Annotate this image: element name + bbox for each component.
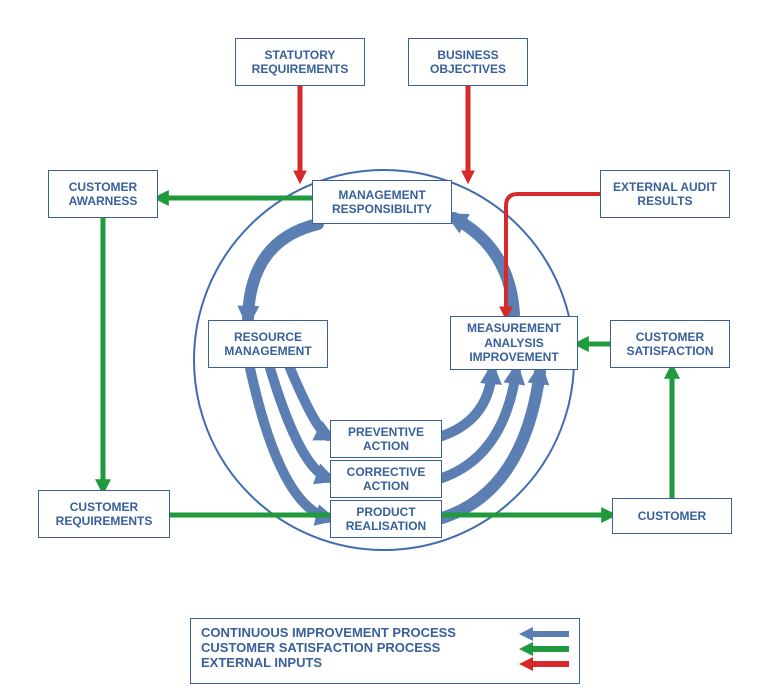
node-cust_sat: CUSTOMERSATISFACTION bbox=[610, 320, 730, 368]
node-resource: RESOURCEMANAGEMENT bbox=[208, 320, 328, 368]
node-label-ext_audit: EXTERNAL AUDITRESULTS bbox=[613, 180, 717, 209]
qms-diagram: STATUTORYREQUIREMENTS BUSINESSOBJECTIVES C… bbox=[0, 0, 768, 700]
node-customer: CUSTOMER bbox=[612, 498, 732, 534]
node-label-product: PRODUCTREALISATION bbox=[346, 505, 426, 534]
legend-row-2: EXTERNAL INPUTS bbox=[201, 655, 569, 670]
node-label-resource: RESOURCEMANAGEMENT bbox=[224, 330, 311, 359]
legend: CONTINUOUS IMPROVEMENT PROCESSCUSTOMER S… bbox=[190, 618, 580, 684]
legend-label-1: CUSTOMER SATISFACTION PROCESS bbox=[201, 640, 440, 655]
node-label-cust_sat: CUSTOMERSATISFACTION bbox=[626, 330, 713, 359]
node-cust_req: CUSTOMERREQUIREMENTS bbox=[38, 490, 170, 538]
node-label-measurement: MEASUREMENTANALYSISIMPROVEMENT bbox=[467, 321, 561, 364]
legend-arrow-icon-0 bbox=[519, 627, 569, 639]
node-label-customer: CUSTOMER bbox=[638, 509, 706, 523]
node-mgmt_resp: MANAGEMENTRESPONSIBILITY bbox=[312, 180, 452, 224]
node-label-corrective: CORRECTIVEACTION bbox=[347, 465, 426, 494]
node-preventive: PREVENTIVEACTION bbox=[330, 420, 442, 458]
node-label-statutory: STATUTORYREQUIREMENTS bbox=[252, 48, 349, 77]
node-corrective: CORRECTIVEACTION bbox=[330, 460, 442, 498]
legend-arrow-icon-2 bbox=[519, 657, 569, 669]
legend-label-0: CONTINUOUS IMPROVEMENT PROCESS bbox=[201, 625, 456, 640]
node-ext_audit: EXTERNAL AUDITRESULTS bbox=[600, 170, 730, 218]
node-label-mgmt_resp: MANAGEMENTRESPONSIBILITY bbox=[332, 188, 432, 217]
node-measurement: MEASUREMENTANALYSISIMPROVEMENT bbox=[450, 316, 578, 370]
legend-row-0: CONTINUOUS IMPROVEMENT PROCESS bbox=[201, 625, 569, 640]
legend-label-2: EXTERNAL INPUTS bbox=[201, 655, 322, 670]
node-label-cust_req: CUSTOMERREQUIREMENTS bbox=[56, 500, 153, 529]
node-label-awareness: CUSTOMERAWARNESS bbox=[69, 180, 138, 209]
node-business: BUSINESSOBJECTIVES bbox=[408, 38, 528, 86]
legend-arrow-icon-1 bbox=[519, 642, 569, 654]
legend-row-1: CUSTOMER SATISFACTION PROCESS bbox=[201, 640, 569, 655]
node-product: PRODUCTREALISATION bbox=[330, 500, 442, 538]
node-statutory: STATUTORYREQUIREMENTS bbox=[235, 38, 365, 86]
node-awareness: CUSTOMERAWARNESS bbox=[48, 170, 158, 218]
node-label-preventive: PREVENTIVEACTION bbox=[348, 425, 424, 454]
node-label-business: BUSINESSOBJECTIVES bbox=[430, 48, 506, 77]
